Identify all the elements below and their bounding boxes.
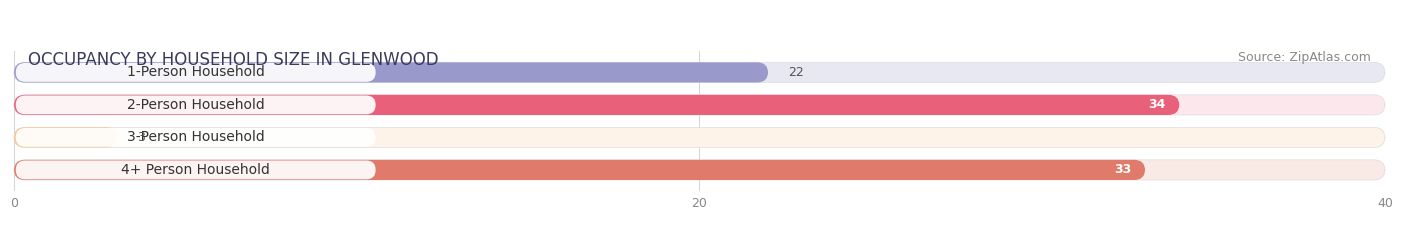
FancyBboxPatch shape <box>14 62 768 82</box>
FancyBboxPatch shape <box>15 96 375 114</box>
FancyBboxPatch shape <box>14 160 1144 180</box>
Text: 1-Person Household: 1-Person Household <box>127 65 264 79</box>
FancyBboxPatch shape <box>14 95 1385 115</box>
Text: Source: ZipAtlas.com: Source: ZipAtlas.com <box>1239 51 1371 64</box>
Text: 34: 34 <box>1149 98 1166 111</box>
Text: 22: 22 <box>789 66 804 79</box>
Text: 4+ Person Household: 4+ Person Household <box>121 163 270 177</box>
FancyBboxPatch shape <box>14 160 1385 180</box>
FancyBboxPatch shape <box>14 62 1385 82</box>
FancyBboxPatch shape <box>14 127 117 147</box>
FancyBboxPatch shape <box>15 128 375 147</box>
FancyBboxPatch shape <box>14 127 1385 147</box>
Text: 3-Person Household: 3-Person Household <box>127 130 264 144</box>
Text: 2-Person Household: 2-Person Household <box>127 98 264 112</box>
FancyBboxPatch shape <box>15 63 375 82</box>
FancyBboxPatch shape <box>14 95 1180 115</box>
Text: 3: 3 <box>138 131 145 144</box>
Text: 33: 33 <box>1114 163 1132 176</box>
FancyBboxPatch shape <box>15 161 375 179</box>
Text: OCCUPANCY BY HOUSEHOLD SIZE IN GLENWOOD: OCCUPANCY BY HOUSEHOLD SIZE IN GLENWOOD <box>28 51 439 69</box>
